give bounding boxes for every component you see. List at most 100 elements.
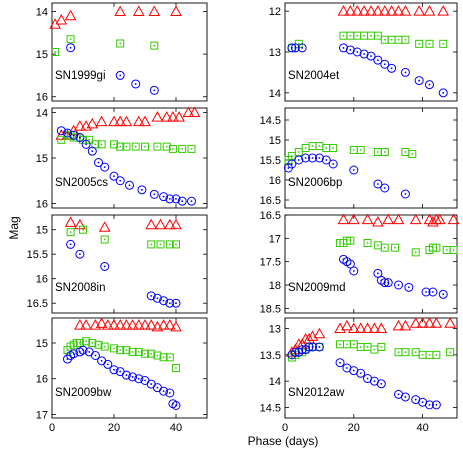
- x-tick-label: 40: [416, 422, 428, 434]
- data-point-center: [290, 155, 293, 157]
- data-point-green: [165, 240, 174, 249]
- y-tick-label: 16: [36, 198, 48, 210]
- data-point-green: [172, 240, 180, 249]
- data-point-red: [101, 319, 114, 330]
- data-point-blue: [373, 179, 383, 189]
- data-point-center: [397, 284, 400, 286]
- data-point-center: [113, 175, 115, 178]
- data-point-green: [100, 342, 109, 351]
- data-point-green: [57, 135, 66, 144]
- data-point-center: [168, 356, 171, 359]
- data-point-center: [162, 356, 165, 359]
- data-point-center: [332, 163, 335, 165]
- data-point-blue: [404, 282, 414, 292]
- data-point-green: [346, 236, 355, 245]
- data-point-blue: [149, 85, 159, 95]
- data-point-center: [332, 147, 335, 149]
- data-point-center: [342, 47, 345, 49]
- data-point-center: [113, 143, 115, 146]
- y-tick-label: 16: [36, 92, 48, 104]
- data-point-red: [80, 319, 92, 330]
- data-point-blue: [321, 155, 331, 165]
- data-point-blue: [394, 280, 404, 290]
- data-point-center: [54, 51, 56, 53]
- data-point-center: [435, 403, 438, 406]
- data-point-blue: [137, 185, 147, 195]
- panel-sn2012aw: 13 13.5 14 14.50 20 40 SN2012aw: [260, 317, 458, 434]
- data-point-red: [409, 213, 422, 225]
- data-point-blue: [109, 171, 119, 181]
- data-point-blue: [152, 293, 162, 303]
- data-point-blue: [165, 388, 175, 398]
- data-point-green: [153, 142, 162, 151]
- data-point-blue: [328, 159, 338, 169]
- data-point-center: [60, 129, 63, 132]
- data-point-red: [334, 322, 346, 334]
- data-point-green: [85, 135, 94, 144]
- data-point-center: [418, 42, 421, 45]
- data-point-blue: [165, 194, 175, 204]
- data-point-center: [72, 134, 75, 137]
- data-point-center: [119, 42, 122, 45]
- data-point-center: [366, 346, 369, 348]
- data-point-center: [72, 352, 75, 355]
- data-point-center: [346, 343, 348, 346]
- y-tick-label: 15: [269, 135, 281, 147]
- data-point-green: [153, 351, 162, 360]
- data-point-center: [394, 246, 396, 249]
- data-point-red: [157, 319, 170, 330]
- data-point-blue: [308, 342, 318, 352]
- data-point-center: [383, 246, 386, 249]
- data-point-green: [141, 349, 149, 358]
- data-point-center: [150, 294, 153, 297]
- data-point-red: [306, 330, 319, 341]
- data-point-red: [375, 322, 388, 334]
- panels-group: 14 15 16 SN1999gi 12 13 14 SN2004et 14 15 16 SN2005…: [27, 2, 460, 434]
- data-point-center: [397, 351, 400, 354]
- data-point-center: [131, 376, 134, 378]
- data-point-red: [430, 317, 443, 328]
- data-point-center: [150, 352, 153, 355]
- data-point-blue: [314, 153, 324, 163]
- data-point-red: [108, 115, 120, 127]
- data-point-center: [172, 148, 174, 150]
- data-point-center: [156, 297, 159, 300]
- data-point-blue: [424, 80, 434, 90]
- data-point-center: [69, 243, 72, 246]
- data-point-red: [399, 319, 412, 331]
- y-tick-label: 12: [269, 6, 281, 18]
- data-point-red: [139, 319, 151, 330]
- data-point-red: [98, 221, 111, 232]
- y-tick-label: 16.5: [260, 210, 281, 222]
- data-point-green: [116, 346, 125, 355]
- data-point-center: [119, 179, 122, 182]
- data-point-blue: [171, 194, 181, 204]
- data-point-center: [175, 198, 177, 200]
- data-point-red: [132, 319, 145, 330]
- data-point-blue: [115, 70, 125, 80]
- y-tick-label: 13: [269, 47, 281, 59]
- data-point-center: [304, 157, 307, 159]
- data-point-red: [74, 319, 86, 330]
- data-point-red: [55, 14, 68, 25]
- y-tick-label: 14: [36, 108, 48, 120]
- y-tick-label: 14.5: [260, 402, 281, 414]
- data-point-red: [148, 5, 161, 17]
- data-point-center: [442, 91, 445, 94]
- data-point-blue: [177, 196, 187, 206]
- data-point-blue: [159, 296, 169, 306]
- data-point-center: [421, 353, 424, 356]
- panel-sn2009md: 16.5 17 17.5 18 18.5 SN2009md: [260, 210, 460, 315]
- data-point-blue: [134, 374, 144, 384]
- data-point-red: [409, 317, 422, 328]
- data-point-center: [435, 246, 438, 249]
- y-tick-label: 14.5: [260, 115, 281, 127]
- data-point-center: [428, 353, 431, 356]
- data-point-red: [416, 317, 429, 328]
- data-point-center: [359, 372, 362, 375]
- y-tick-label: 14: [269, 376, 281, 388]
- data-point-blue: [349, 165, 359, 175]
- panel-label: SN2005cs: [55, 177, 108, 189]
- data-point-red: [337, 5, 350, 16]
- data-point-blue: [69, 130, 79, 140]
